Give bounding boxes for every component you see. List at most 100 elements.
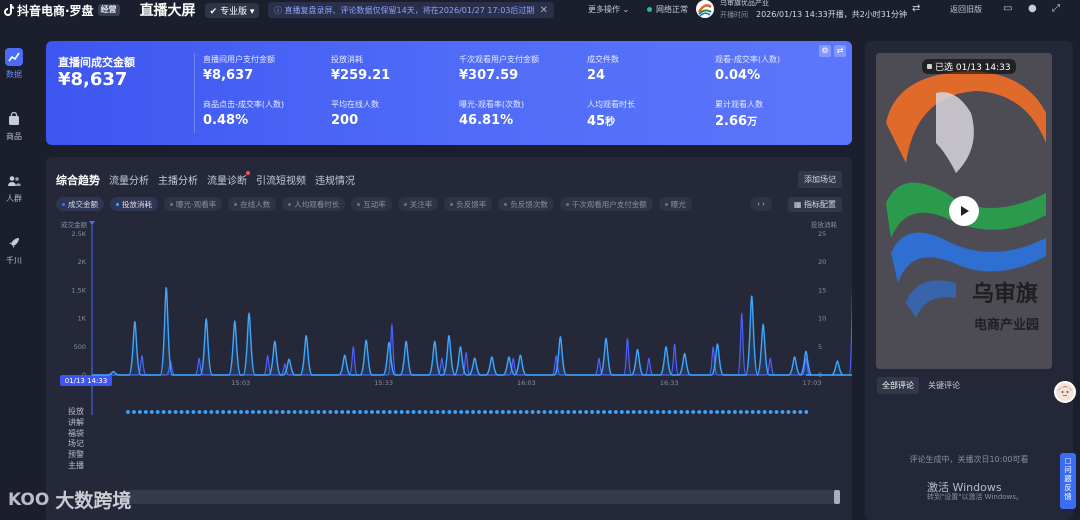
ad-lane-dot: [530, 410, 535, 414]
y-left-tick: 1.5K: [71, 286, 86, 294]
trend-chart[interactable]: 成交金额投放消耗05001K1.5K2K2.5K051015202515:031…: [46, 215, 852, 490]
timeline-scrollbar[interactable]: [126, 490, 840, 504]
swap-icon[interactable]: ⇄: [834, 45, 846, 57]
windows-activation-title: 激活 Windows: [927, 481, 1002, 494]
play-button[interactable]: [949, 196, 979, 226]
metric-number: 2.66: [715, 114, 748, 129]
ad-lane-dot: [477, 410, 481, 414]
ad-lane-dot: [548, 410, 553, 414]
metric-cell: 累计观看人数 2.66万: [715, 99, 835, 129]
lane-label: 投放: [68, 407, 84, 416]
close-icon[interactable]: ✕: [539, 4, 548, 16]
nav-label: 人群: [6, 194, 22, 203]
add-scene-button[interactable]: 添加场记: [798, 171, 842, 188]
nav-item-products[interactable]: 商品: [0, 102, 28, 164]
ad-lane-dot: [370, 410, 374, 414]
ad-lane-dot: [197, 410, 202, 414]
metric-number: ¥259.21: [331, 68, 391, 83]
metric-chip[interactable]: 关注率: [397, 197, 439, 211]
nav-item-audience[interactable]: 人群: [0, 164, 28, 226]
back-old-version-button[interactable]: 返回旧版: [950, 5, 982, 14]
nav-item-data[interactable]: 数据: [0, 40, 28, 102]
bell-icon[interactable]: ●: [1028, 3, 1037, 14]
metric-chip[interactable]: 成交金额: [56, 197, 104, 211]
metric-label: 平均在线人数: [331, 100, 379, 109]
metric-config-button[interactable]: ▦ 指标配置: [787, 197, 842, 212]
monitor-icon[interactable]: ▭: [1003, 3, 1013, 14]
video-player[interactable]: 乌审旗 电商产业园 已选 01/13 14:33: [876, 53, 1052, 369]
shop-avatar[interactable]: [696, 0, 714, 18]
metric-chips: 成交金额 投放消耗 曝光-观看率 在线人数 人均观看时长 互动率 关注率 负反馈率 负反馈次数千…: [56, 197, 776, 211]
tab-all-comments[interactable]: 全部评论: [877, 377, 919, 394]
tab-key-comments[interactable]: 关键评论: [928, 381, 960, 390]
brand-image-title: 乌审旗: [972, 281, 1038, 307]
metric-chip[interactable]: 负反馈次数: [498, 197, 554, 211]
config-icon: ▦: [793, 200, 804, 209]
expiry-notice: ⓘ 直播复盘录屏、评论数据仅保留14天，将在2026/01/27 17:03后过…: [268, 2, 554, 18]
ad-lane-dot: [637, 410, 642, 414]
gear-icon[interactable]: ⚙: [819, 45, 831, 57]
ad-lane-dot: [619, 410, 624, 414]
windows-activation-hint: 转到"设置"以激活 Windows。: [927, 493, 1023, 501]
ad-lane-dot: [459, 410, 464, 414]
metric-chip[interactable]: 曝光: [658, 197, 692, 211]
chip-scroll-arrows[interactable]: ‹ ›: [750, 197, 772, 211]
cursor-time-badge: [60, 375, 112, 386]
ad-lane-dot: [257, 410, 261, 414]
metric-chip[interactable]: 千次观看用户支付金额: [559, 197, 653, 211]
metric-chip[interactable]: 互动率: [351, 197, 392, 211]
nav-label: 数据: [6, 70, 22, 79]
assistant-avatar[interactable]: [1054, 381, 1076, 403]
metric-chip[interactable]: 曝光-观看率: [164, 197, 223, 211]
tab-trend-1[interactable]: 流量分析: [109, 176, 149, 187]
ad-lane-dot: [697, 410, 702, 414]
scrollbar-handle[interactable]: [834, 490, 840, 504]
nav-item-qianchuan[interactable]: 千川: [0, 226, 28, 288]
ad-lane-dot: [709, 410, 713, 414]
screen-title: 直播大屏: [139, 3, 196, 19]
version-dropdown[interactable]: ✔ 专业版 ▾: [204, 2, 260, 18]
metric-chip[interactable]: 负反馈率: [444, 197, 493, 211]
ad-lane-dot: [798, 410, 803, 414]
tab-trend-2[interactable]: 主播分析: [158, 176, 198, 187]
ad-lane-dot: [161, 410, 166, 414]
ad-lane-dot: [435, 410, 440, 414]
ad-lane-dot: [495, 410, 499, 414]
ad-lane-dot: [221, 410, 226, 414]
rocket-icon: [5, 234, 23, 252]
ad-lane-dot: [126, 410, 130, 414]
tab-trend-3[interactable]: 流量诊断: [207, 171, 250, 187]
metric-chip[interactable]: 投放消耗: [110, 197, 158, 211]
ad-lane-dot: [179, 410, 184, 414]
ad-lane-dot: [715, 410, 719, 414]
metric-cell: 曝光-观看率(次数) 46.81%: [459, 99, 579, 128]
brand-logo[interactable]: 抖音电商·罗盘 经营: [4, 2, 120, 19]
tab-trend-0[interactable]: 综合趋势: [56, 174, 100, 187]
feedback-button[interactable]: ▢ 问题反馈: [1060, 453, 1076, 509]
tab-trend-4[interactable]: 引流短视频: [256, 176, 306, 187]
metric-label: 人均观看时长: [587, 100, 635, 109]
more-ops-dropdown[interactable]: 更多操作 ⌄: [588, 4, 629, 15]
fullscreen-icon[interactable]: ⤢: [1052, 3, 1060, 14]
metric-number: 0.48%: [203, 113, 249, 128]
ad-lane-dot: [608, 410, 612, 414]
config-label: 指标配置: [804, 200, 836, 209]
ad-lane-dot: [387, 410, 392, 414]
ad-lane-dot: [191, 410, 196, 414]
ad-lane-dot: [310, 410, 315, 414]
metric-value: 0.48%: [203, 113, 323, 128]
chevron-down-icon: ⌄: [620, 5, 630, 14]
tab-trend-5[interactable]: 违规情况: [315, 176, 355, 187]
switch-icon[interactable]: ⇄: [912, 3, 921, 14]
metric-label: 投放消耗: [331, 55, 363, 64]
y-left-axis-label: 成交金额: [61, 220, 88, 229]
x-tick: 15:03: [231, 379, 250, 387]
metric-chip[interactable]: 人均观看时长: [282, 197, 346, 211]
lane-label: 讲解: [68, 417, 84, 427]
watermark-text: 大数跨境: [55, 490, 132, 512]
caret-down-icon: ▾: [246, 6, 255, 17]
network-label: 网络正常: [656, 5, 688, 14]
metric-chip[interactable]: 在线人数: [228, 197, 277, 211]
ad-lane-dot: [268, 410, 273, 414]
nav-label: 商品: [6, 132, 22, 141]
